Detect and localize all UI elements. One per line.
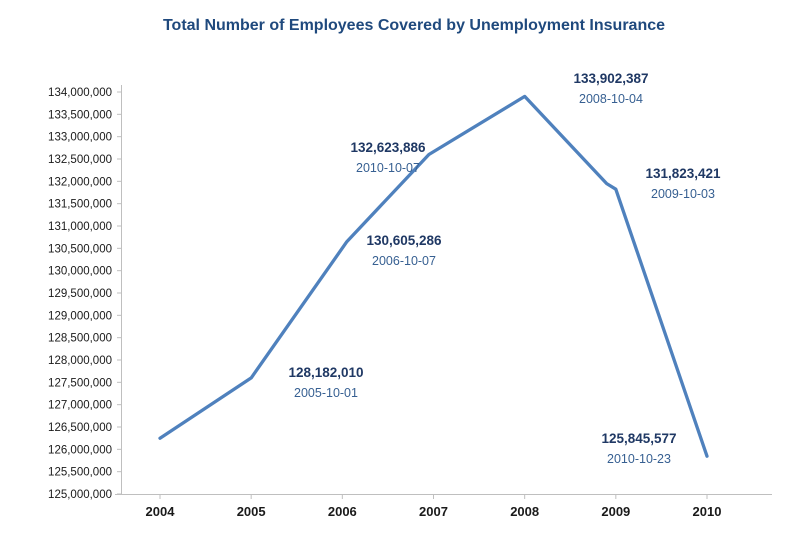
y-axis-label: 127,500,000	[48, 377, 112, 389]
y-axis-label: 128,000,000	[48, 355, 112, 367]
y-axis-label: 125,000,000	[48, 489, 112, 501]
y-axis-label: 125,500,000	[48, 467, 112, 479]
y-axis-label: 133,000,000	[48, 132, 112, 144]
y-axis-label: 130,500,000	[48, 243, 112, 255]
y-axis-label: 129,000,000	[48, 310, 112, 322]
y-axis-label: 129,500,000	[48, 288, 112, 300]
y-axis-label: 132,000,000	[48, 176, 112, 188]
y-axis-label: 130,000,000	[48, 266, 112, 278]
y-axis-label: 133,500,000	[48, 109, 112, 121]
x-axis-label: 2010	[693, 504, 722, 519]
y-axis-label: 134,000,000	[48, 87, 112, 99]
y-axis-label: 131,000,000	[48, 221, 112, 233]
y-axis-label: 126,000,000	[48, 444, 112, 456]
chart-title: Total Number of Employees Covered by Une…	[162, 17, 666, 34]
x-axis-label: 2006	[328, 504, 357, 519]
y-axis-label: 131,500,000	[48, 199, 112, 211]
y-axis-label: 128,500,000	[48, 333, 112, 345]
y-axis-label: 132,500,000	[48, 154, 112, 166]
x-axis-label: 2009	[601, 504, 630, 519]
data-line	[158, 94, 709, 458]
x-axis-label: 2004	[146, 504, 176, 519]
x-axis-label: 2008	[510, 504, 539, 519]
y-axis-label: 126,500,000	[48, 422, 112, 434]
x-axis-label: 2005	[237, 504, 266, 519]
y-axis-label: 127,000,000	[48, 400, 112, 412]
x-axis-label: 2007	[419, 504, 448, 519]
